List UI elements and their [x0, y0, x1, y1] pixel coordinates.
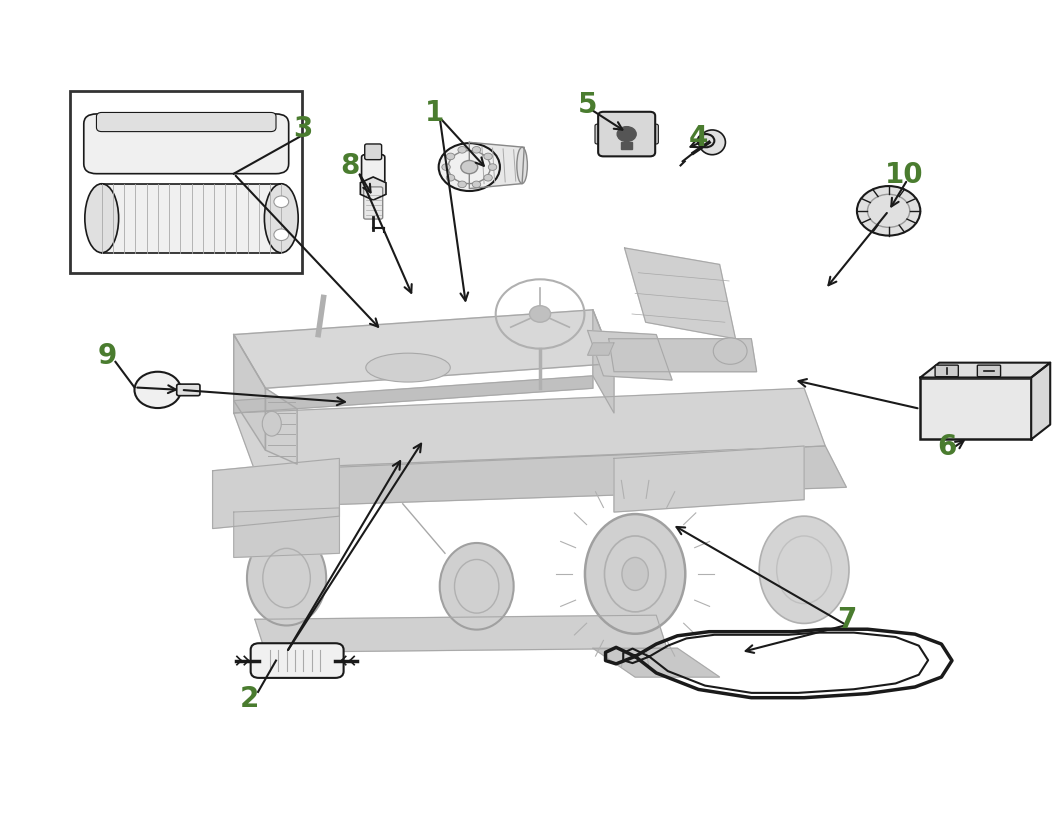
Polygon shape: [213, 447, 846, 509]
Text: 7: 7: [837, 605, 856, 633]
Polygon shape: [614, 447, 804, 513]
Text: 5: 5: [578, 90, 597, 118]
Circle shape: [457, 182, 466, 189]
FancyBboxPatch shape: [935, 366, 958, 377]
Ellipse shape: [85, 184, 119, 253]
Circle shape: [484, 154, 492, 160]
Text: 2: 2: [240, 684, 259, 712]
Circle shape: [446, 175, 454, 182]
FancyBboxPatch shape: [96, 113, 276, 132]
FancyBboxPatch shape: [177, 385, 200, 396]
Bar: [70, 92, 303, 274]
Polygon shape: [920, 363, 1051, 378]
Ellipse shape: [439, 543, 514, 630]
Circle shape: [857, 187, 920, 237]
FancyBboxPatch shape: [364, 145, 381, 160]
Text: 3: 3: [292, 115, 312, 143]
Polygon shape: [234, 509, 339, 557]
Polygon shape: [234, 335, 266, 451]
Polygon shape: [255, 615, 667, 653]
Text: 4: 4: [688, 123, 708, 151]
Ellipse shape: [265, 184, 299, 253]
FancyBboxPatch shape: [84, 115, 289, 174]
Polygon shape: [234, 376, 593, 414]
Polygon shape: [234, 310, 614, 389]
Polygon shape: [588, 343, 614, 356]
Circle shape: [714, 338, 747, 365]
Ellipse shape: [759, 517, 849, 624]
Ellipse shape: [438, 144, 500, 192]
Text: 8: 8: [340, 152, 360, 180]
Text: 1: 1: [425, 98, 444, 127]
Ellipse shape: [622, 557, 648, 590]
Polygon shape: [593, 310, 614, 414]
Circle shape: [461, 161, 478, 174]
Polygon shape: [609, 339, 756, 372]
Circle shape: [446, 154, 454, 160]
Circle shape: [472, 182, 481, 189]
Ellipse shape: [699, 131, 725, 155]
Polygon shape: [622, 142, 632, 150]
Polygon shape: [234, 389, 825, 471]
Circle shape: [274, 230, 289, 241]
Circle shape: [488, 165, 497, 171]
Circle shape: [530, 306, 551, 323]
Circle shape: [274, 197, 289, 208]
Polygon shape: [469, 143, 524, 189]
Polygon shape: [266, 389, 298, 465]
Circle shape: [472, 147, 481, 154]
Bar: [920, 378, 1031, 440]
Text: 6: 6: [937, 433, 956, 461]
Text: 10: 10: [885, 160, 923, 189]
Polygon shape: [625, 249, 735, 339]
Polygon shape: [593, 648, 720, 677]
Circle shape: [134, 372, 181, 409]
Ellipse shape: [247, 531, 326, 626]
FancyBboxPatch shape: [361, 155, 384, 192]
Ellipse shape: [517, 148, 527, 184]
Polygon shape: [1031, 363, 1051, 440]
FancyBboxPatch shape: [598, 112, 656, 157]
Circle shape: [617, 127, 636, 142]
Bar: [102, 184, 282, 253]
Text: 9: 9: [97, 342, 116, 370]
Ellipse shape: [263, 412, 282, 437]
Polygon shape: [588, 331, 672, 380]
Circle shape: [457, 147, 466, 154]
FancyBboxPatch shape: [595, 125, 608, 145]
Ellipse shape: [585, 514, 685, 634]
Circle shape: [484, 175, 492, 182]
FancyBboxPatch shape: [646, 125, 659, 145]
Polygon shape: [213, 459, 339, 529]
Ellipse shape: [365, 354, 450, 383]
Polygon shape: [360, 178, 385, 201]
FancyBboxPatch shape: [363, 188, 382, 220]
Circle shape: [442, 165, 450, 171]
FancyBboxPatch shape: [251, 643, 343, 678]
FancyBboxPatch shape: [977, 366, 1001, 377]
